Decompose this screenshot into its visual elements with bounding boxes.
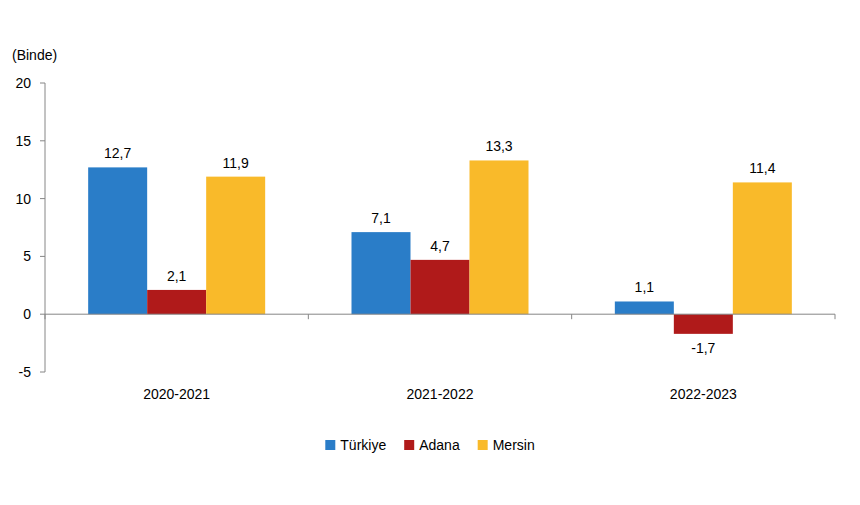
y-tick	[40, 198, 45, 199]
y-tick	[40, 140, 45, 141]
y-tick-label: -5	[19, 364, 32, 380]
legend-label: Mersin	[493, 437, 535, 453]
chart: (Binde) -5 0 5 10 15 20 12,7 7,1 1,1 2,1 4,7 -1,7 11,…	[0, 0, 860, 505]
bars	[88, 160, 792, 333]
category-label: 2021-2022	[407, 386, 474, 402]
x-tick	[571, 314, 572, 319]
data-label: 13,3	[485, 138, 512, 154]
bar	[206, 177, 265, 315]
legend-swatch	[404, 440, 414, 450]
bar	[352, 232, 411, 314]
data-label: 1,1	[635, 279, 655, 295]
y-tick-label: 5	[23, 248, 31, 264]
category-label: 2020-2021	[143, 386, 210, 402]
y-axis-line	[45, 83, 46, 372]
x-axis-line	[45, 314, 835, 315]
data-label: -1,7	[691, 340, 715, 356]
y-tick	[40, 314, 45, 315]
legend-swatch	[325, 440, 335, 450]
legend-swatch	[478, 440, 488, 450]
x-tick	[835, 314, 836, 319]
data-label: 11,4	[749, 160, 775, 176]
data-label: 12,7	[104, 145, 131, 161]
y-tick-label: 10	[15, 191, 31, 207]
x-tick	[45, 314, 46, 319]
bar	[88, 167, 147, 314]
y-tick	[40, 372, 45, 373]
category-label: 2022-2023	[670, 386, 737, 402]
legend-label: Adana	[419, 437, 460, 453]
y-tick-label: 20	[15, 75, 31, 91]
y-tick	[40, 83, 45, 84]
bar	[733, 182, 792, 314]
data-label: 2,1	[167, 268, 187, 284]
bar	[147, 290, 206, 314]
bar	[674, 314, 733, 334]
bar	[470, 160, 529, 314]
bar	[615, 301, 674, 314]
y-tick	[40, 256, 45, 257]
data-label: 11,9	[223, 155, 249, 171]
y-tick-label: 0	[23, 306, 31, 322]
chart-holder: (Binde) -5 0 5 10 15 20 12,7 7,1 1,1 2,1 4,7 -1,7 11,…	[0, 0, 860, 505]
legend: Türkiye Adana Mersin	[325, 437, 534, 453]
y-axis-label: (Binde)	[12, 47, 57, 63]
data-label: 7,1	[371, 210, 391, 226]
legend-label: Türkiye	[340, 437, 386, 453]
data-label: 4,7	[430, 238, 450, 254]
y-tick-label: 15	[15, 133, 31, 149]
bar	[411, 260, 470, 314]
x-tick	[308, 314, 309, 319]
